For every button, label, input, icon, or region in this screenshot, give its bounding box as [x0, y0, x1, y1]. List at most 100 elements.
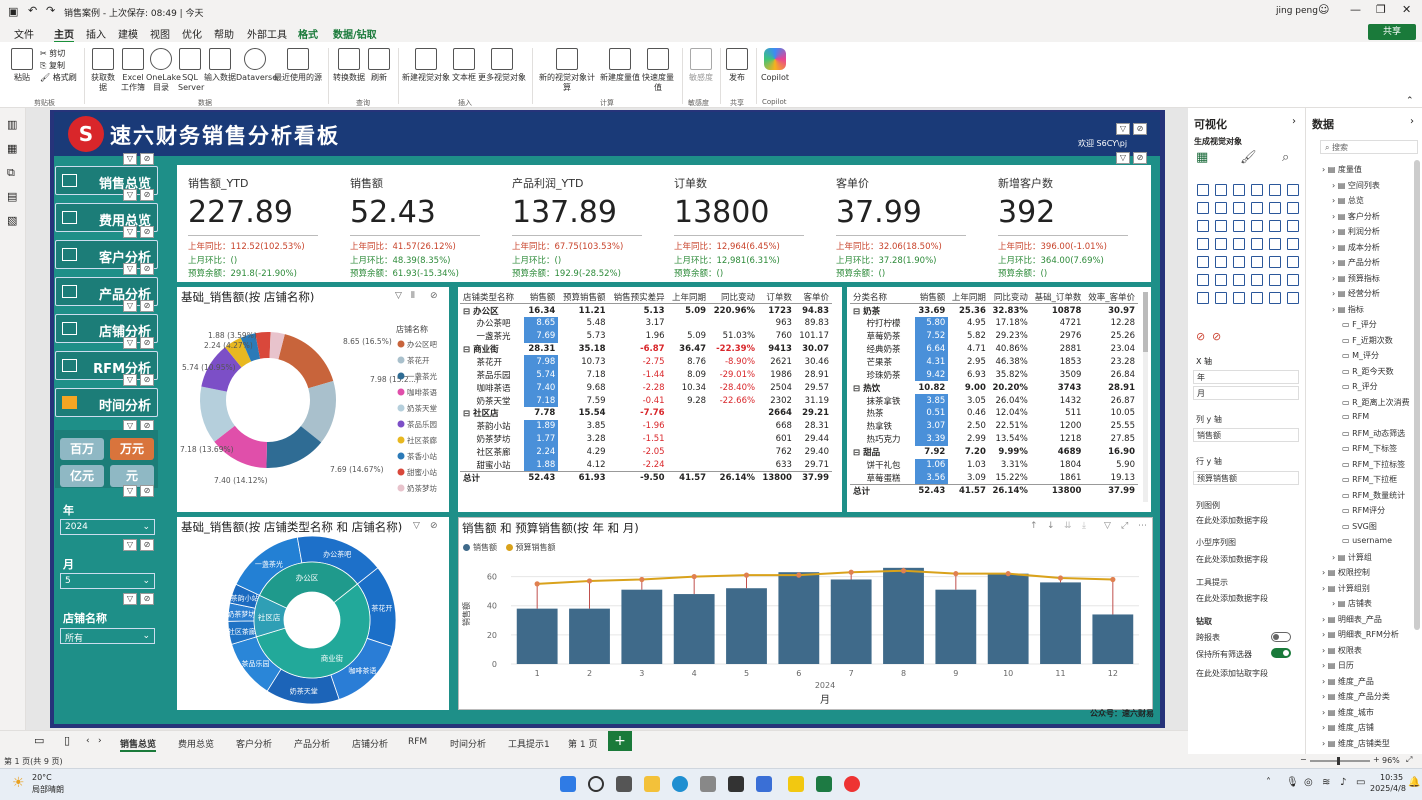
data-tree-item[interactable]: › ▤ 指标: [1332, 304, 1364, 315]
budget-point[interactable]: [1005, 571, 1011, 577]
drill-up-icon[interactable]: ↑: [1030, 521, 1038, 531]
donut-slice[interactable]: [266, 426, 322, 468]
combo-chart-icon[interactable]: [1287, 202, 1299, 214]
page-tab[interactable]: 时间分析: [450, 740, 487, 750]
funnel-icon[interactable]: [1215, 220, 1227, 232]
table-row[interactable]: 办公茶吧 8.65 5.48 3.17 963 89.83: [460, 316, 832, 330]
table-icon[interactable]: [1251, 256, 1263, 268]
prev-page-icon[interactable]: ‹: [86, 736, 90, 746]
gauge-icon[interactable]: [1269, 238, 1281, 250]
filter-icon[interactable]: ▽: [1116, 152, 1130, 164]
store-select[interactable]: 所有 ⌄: [60, 628, 155, 644]
table-row[interactable]: 热茶 0.51 0.46 12.04% 511 10.05: [850, 407, 1138, 420]
small-multiples-drop[interactable]: 在此处添加数据字段: [1193, 553, 1299, 567]
unit-10k-button[interactable]: 万元: [110, 438, 154, 460]
table-row[interactable]: 社区茶廊 2.24 4.29 -2.05 762 29.40: [460, 445, 832, 459]
donut-slice[interactable]: [201, 347, 242, 392]
donut-legend-item[interactable]: 办公区吧: [407, 339, 437, 349]
app-icon[interactable]: [756, 776, 772, 792]
column-header[interactable]: 上年同期: [667, 291, 710, 305]
table-row[interactable]: 一盏茶光 7.69 5.73 1.96 5.09 51.03% 760 101.17: [460, 329, 832, 343]
sunburst-inner-segment[interactable]: [255, 583, 371, 679]
table-row[interactable]: 茶韵小站 1.89 3.85 -1.96 668 28.31: [460, 419, 832, 433]
donut-legend-item[interactable]: 茶香小站: [407, 451, 437, 461]
clustered-column-icon[interactable]: [1251, 184, 1263, 196]
month-select[interactable]: 5 ⌄: [60, 573, 155, 589]
sales-bar[interactable]: [830, 579, 872, 664]
table-row[interactable]: 抹茶拿铁 3.85 3.05 26.04% 1432 26.87: [850, 394, 1138, 408]
menu-help[interactable]: 帮助: [214, 30, 234, 41]
cross-report-toggle[interactable]: [1271, 632, 1291, 642]
area-chart-icon[interactable]: [1215, 202, 1227, 214]
clustered-bar-icon[interactable]: [1233, 184, 1245, 196]
table-row[interactable]: 热巧克力 3.39 2.99 13.54% 1218 27.85: [850, 432, 1138, 446]
analytics-icon[interactable]: ⌕: [1282, 150, 1290, 165]
clear-filter-icon[interactable]: ⊘: [430, 291, 438, 301]
app-icon[interactable]: [728, 776, 744, 792]
column-y-field[interactable]: 销售额: [1193, 428, 1299, 442]
clear-filter-icon[interactable]: ⊘: [430, 521, 438, 531]
clear-filter-icon[interactable]: ⊘: [140, 539, 154, 551]
stacked-column-icon[interactable]: [1215, 184, 1227, 196]
zoom-out-icon[interactable]: −: [1300, 755, 1307, 764]
filter-icon[interactable]: ▽: [123, 593, 137, 605]
clear-filter-icon[interactable]: ⊘: [140, 485, 154, 497]
table-row[interactable]: 草莓蛋糕 3.56 3.09 15.22% 1861 19.13: [850, 471, 1138, 485]
line-chart-icon[interactable]: [1197, 202, 1209, 214]
donut-legend-item[interactable]: 一盏茶光: [407, 371, 437, 381]
budget-point[interactable]: [953, 571, 959, 577]
format-painter-button[interactable]: 🖌 格式刷: [40, 73, 77, 82]
data-tree-item[interactable]: › ▤ 权限表: [1322, 645, 1362, 656]
collapse-ribbon-icon[interactable]: ⌃: [1406, 96, 1414, 106]
page-tab[interactable]: 客户分析: [236, 740, 273, 750]
page-tab[interactable]: 店铺分析: [352, 740, 389, 750]
donut-slice[interactable]: [255, 332, 271, 359]
zoom-slider[interactable]: [1310, 757, 1370, 765]
unit-yuan-button[interactable]: 元: [110, 465, 154, 487]
clear-filter-icon[interactable]: ⊘: [1133, 123, 1147, 135]
menu-home[interactable]: 主页: [54, 26, 74, 43]
data-tree-item[interactable]: ▭ username: [1342, 536, 1392, 545]
page-tab[interactable]: 产品分析: [294, 740, 331, 750]
page-view-icon[interactable]: ▭: [34, 734, 45, 747]
filter-icon[interactable]: ▽: [123, 337, 137, 349]
pie-chart-icon[interactable]: [1251, 220, 1263, 232]
share-button[interactable]: 共享: [1368, 24, 1416, 40]
filter-icon[interactable]: ▽: [123, 153, 137, 165]
collapse-pane-icon[interactable]: ›: [1292, 116, 1296, 127]
quick-measure-button[interactable]: 快速度量值: [640, 48, 676, 93]
microphone-icon[interactable]: 🎙: [1286, 777, 1299, 788]
filter-icon[interactable]: ▽: [123, 374, 137, 386]
table-row[interactable]: ⊟ 奶茶 33.69 25.36 32.83% 10878 30.97: [850, 304, 1138, 317]
waterfall-icon[interactable]: [1197, 220, 1209, 232]
clear-filter-icon[interactable]: ⊘: [140, 226, 154, 238]
sales-bar[interactable]: [621, 589, 663, 664]
clear-filter-icon[interactable]: ⊘: [1133, 152, 1147, 164]
more-icon[interactable]: [1251, 292, 1263, 304]
data-tree-item[interactable]: › ▤ 计算组别: [1322, 583, 1370, 594]
publish-button[interactable]: 发布: [724, 48, 750, 83]
onelake-button[interactable]: OneLake 目录: [146, 48, 181, 93]
app-icon[interactable]: [700, 776, 716, 792]
sales-bar[interactable]: [1040, 582, 1081, 664]
table-row[interactable]: ⊟ 商业街 28.31 35.18 -6.87 36.47 -22.39% 9413 30.0…: [460, 343, 832, 356]
budget-point[interactable]: [1110, 576, 1116, 583]
paginated-icon[interactable]: [1197, 292, 1209, 304]
redo-icon[interactable]: ↷: [46, 4, 56, 17]
collapse-icon[interactable]: ⊟: [463, 409, 474, 420]
table-row[interactable]: ⊟ 社区店 7.78 15.54 -7.76 2664 29.21: [460, 407, 832, 420]
menu-data-drill[interactable]: 数据/钻取: [333, 30, 377, 41]
clear-filter-icon[interactable]: ⊘: [140, 263, 154, 275]
more-options-icon[interactable]: ⋯: [1138, 521, 1147, 531]
zoom-in-icon[interactable]: +: [1373, 755, 1380, 764]
table-row[interactable]: 奶茶梦坊 1.77 3.28 -1.51 601 29.44: [460, 432, 832, 446]
table-row[interactable]: 柠打柠檬 5.80 4.95 17.18% 4721 12.28: [850, 316, 1138, 330]
column-legend-drop[interactable]: 在此处添加数据字段: [1193, 514, 1299, 528]
page-tab[interactable]: 工具提示1: [508, 740, 550, 750]
kpi-icon[interactable]: [1215, 256, 1227, 268]
undo-icon[interactable]: ↶: [28, 4, 38, 17]
column-header[interactable]: 上年同期: [948, 291, 989, 305]
dataverse-button[interactable]: Dataverse: [236, 48, 277, 83]
budget-point[interactable]: [796, 572, 802, 578]
menu-optimize[interactable]: 优化: [182, 30, 202, 41]
